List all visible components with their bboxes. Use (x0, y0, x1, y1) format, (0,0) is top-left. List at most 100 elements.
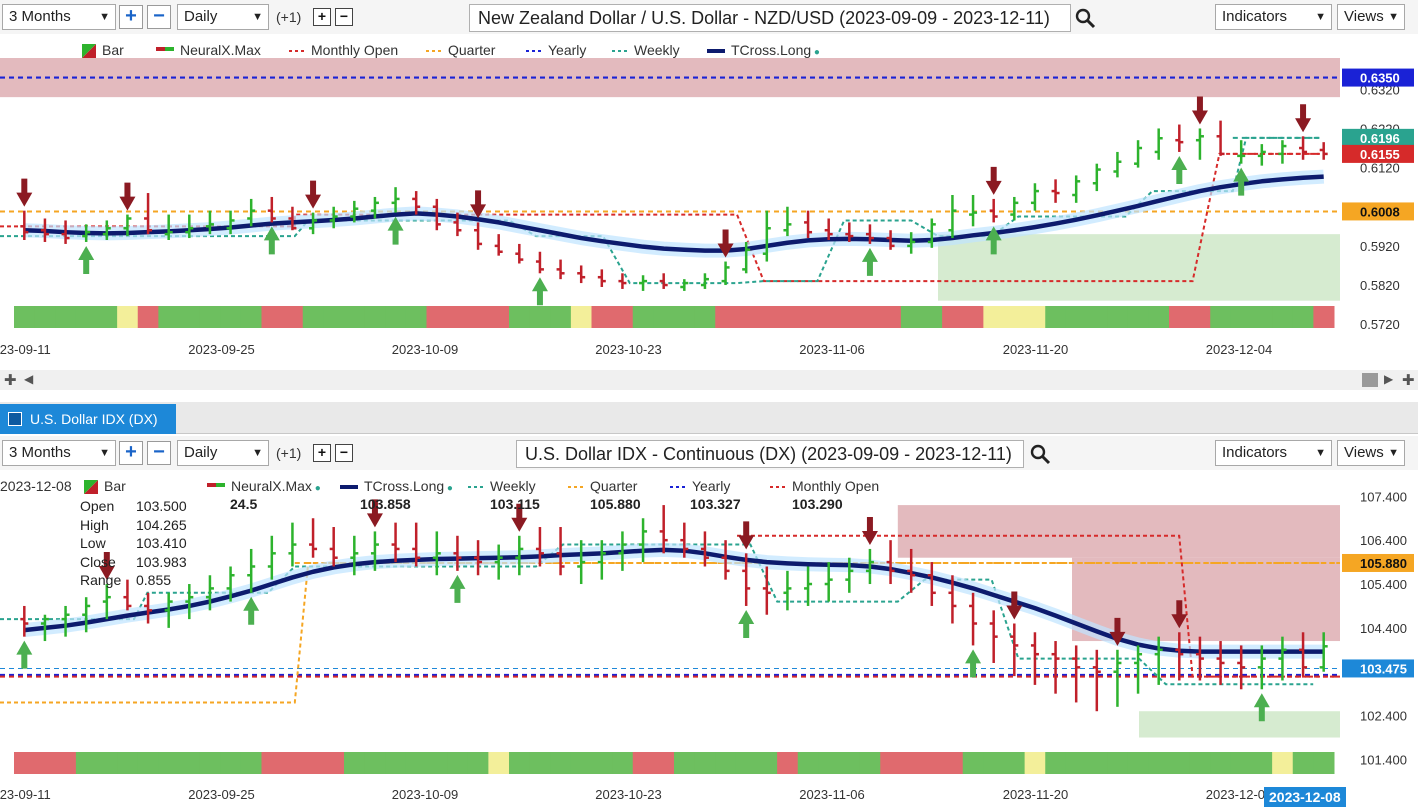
neuralx-strip-cell (1024, 752, 1046, 774)
legend-weekly[interactable]: Weekly (612, 42, 680, 58)
neuralx-strip-cell (344, 306, 366, 328)
scroll-right-icon[interactable]: ▶ (1384, 372, 1394, 386)
neuralx-strip-cell (921, 752, 943, 774)
neuralx-strip-cell (426, 752, 448, 774)
tcross-dot-icon: ● (811, 47, 820, 58)
add-pane-right-icon[interactable]: ✚ (1402, 372, 1415, 389)
top-scrollbar[interactable]: ✚ ◀ ▶ ✚ (0, 370, 1418, 390)
add-pane-icon[interactable]: ✚ (4, 372, 17, 389)
zoom-in-button[interactable]: + (119, 5, 143, 29)
top-range-select[interactable]: 3 Months ▼ (2, 4, 116, 30)
legend-monthly[interactable]: Monthly Open (770, 478, 879, 494)
neuralx-strip-cell (137, 306, 159, 328)
sell-signal-arrow (470, 190, 487, 219)
top-interval-select[interactable]: Daily ▼ (177, 4, 269, 30)
neuralx-strip-cell (983, 306, 1005, 328)
neuralx-strip-cell (694, 306, 716, 328)
price-label-box (1342, 659, 1414, 678)
legend-bar[interactable]: Bar (82, 42, 124, 59)
sell-signal-arrow (366, 499, 383, 528)
bottom-range-select[interactable]: 3 Months ▼ (2, 440, 116, 466)
top-views-select[interactable]: Views ▼ (1337, 4, 1405, 30)
ohlc-open-label: Open (80, 498, 115, 514)
neuralx-strip-cell (612, 752, 634, 774)
neuralx-strip-cell (1086, 306, 1108, 328)
neuralx-strip-cell (179, 752, 201, 774)
bottom-zoom-in-button[interactable]: + (119, 441, 143, 465)
neuralx-strip-cell (839, 306, 861, 328)
tcross-swatch-icon (340, 485, 358, 490)
neuralx-strip-cell (261, 306, 283, 328)
resistance-zone (897, 505, 1340, 558)
neuralx-strip-cell (447, 752, 469, 774)
search-icon[interactable] (1030, 444, 1052, 466)
legend-monthly[interactable]: Monthly Open (289, 42, 398, 58)
legend-yearly[interactable]: Yearly (670, 478, 730, 494)
legend-tcross[interactable]: TCross.Long ● (340, 478, 453, 494)
sell-signal-arrow (16, 178, 33, 207)
neuralx-strip-cell (282, 306, 304, 328)
bottom-views-label: Views (1344, 444, 1384, 461)
scroll-thumb[interactable] (1362, 373, 1378, 387)
neuralx-strip-cell (137, 752, 159, 774)
price-label-text: 0.6008 (1360, 204, 1400, 219)
legend-neuralx-label: NeuralX.Max (231, 478, 312, 494)
neuralx-dot-icon: ● (311, 483, 321, 494)
nzdusd-chart[interactable]: 0.63200.62200.61200.59200.58200.57200.63… (0, 58, 1418, 366)
legend-neuralx[interactable]: NeuralX.Max ● (207, 478, 321, 494)
legend-neuralx[interactable]: NeuralX.Max (156, 42, 261, 58)
top-symbol-title-text: New Zealand Dollar / U.S. Dollar - NZD/U… (478, 8, 1050, 28)
x-tick-label: 2023-11-06 (799, 787, 865, 802)
legend-quarter[interactable]: Quarter (568, 478, 637, 494)
neuralx-strip-cell (715, 306, 737, 328)
neuralx-strip-cell (302, 752, 324, 774)
neuralx-strip-cell (1251, 306, 1273, 328)
bottom-zoom-out-button[interactable]: − (147, 441, 171, 465)
bottom-symbol-title[interactable]: U.S. Dollar IDX - Continuous (DX) (2023-… (516, 440, 1024, 468)
quarter-step (0, 561, 1340, 704)
top-indicators-select[interactable]: Indicators ▼ (1215, 4, 1332, 30)
legend-weekly[interactable]: Weekly (468, 478, 536, 494)
neuralx-strip-cell (240, 752, 262, 774)
offset-plus-button[interactable]: + (313, 8, 331, 26)
tab-usd-index[interactable]: U.S. Dollar IDX (DX) (0, 404, 176, 434)
x-tick-label: 2023-09-11 (0, 787, 51, 802)
legend-tcross-label: TCross.Long (731, 42, 812, 58)
buy-signal-arrow (965, 649, 982, 678)
legend-tcross[interactable]: TCross.Long ● (707, 42, 820, 58)
y-tick-label: 104.400 (1360, 621, 1407, 636)
scroll-left-icon[interactable]: ◀ (24, 372, 34, 386)
bottom-tabbar: U.S. Dollar IDX (DX) (0, 402, 1418, 434)
neuralx-strip-cell (1210, 306, 1232, 328)
cursor-date-badge: 2023-12-08 (1264, 787, 1346, 807)
neuralx-strip-cell (550, 306, 572, 328)
neuralx-strip-cell (158, 752, 180, 774)
legend-yearly[interactable]: Yearly (526, 42, 586, 58)
offset-minus-button[interactable]: − (335, 8, 353, 26)
bottom-interval-select[interactable]: Daily ▼ (177, 440, 269, 466)
neuralx-strip-cell (117, 752, 139, 774)
buy-signal-arrow (78, 245, 95, 274)
bottom-indicators-select[interactable]: Indicators ▼ (1215, 440, 1332, 466)
bottom-offset-minus-button[interactable]: − (335, 444, 353, 462)
top-interval-value: Daily (184, 8, 218, 25)
zoom-out-button[interactable]: − (147, 5, 171, 29)
bottom-indicators-label: Indicators (1222, 444, 1288, 461)
search-icon[interactable] (1075, 8, 1097, 30)
buy-signal-arrow (985, 226, 1002, 255)
neuralx-strip-cell (509, 752, 531, 774)
ohlc-range-row: Range 0.855 (80, 571, 200, 590)
neuralx-strip-cell (75, 752, 97, 774)
bottom-offset-plus-button[interactable]: + (313, 444, 331, 462)
top-symbol-title[interactable]: New Zealand Dollar / U.S. Dollar - NZD/U… (469, 4, 1071, 32)
usd-index-chart[interactable]: 107.400 106.400 105.400 104.400 102.400 101.4… (0, 470, 1418, 811)
legend-quarter[interactable]: Quarter (426, 42, 495, 58)
chevron-down-icon: ▼ (252, 447, 263, 459)
tab-usd-index-label: U.S. Dollar IDX (DX) (30, 411, 158, 427)
ohlc-high-label: High (80, 516, 109, 533)
neuralx-strip-cell (1292, 752, 1314, 774)
top-views-label: Views (1344, 8, 1384, 25)
legend-bar[interactable]: Bar (84, 478, 126, 495)
neuralx-strip-cell (839, 752, 861, 774)
bottom-views-select[interactable]: Views ▼ (1337, 440, 1405, 466)
